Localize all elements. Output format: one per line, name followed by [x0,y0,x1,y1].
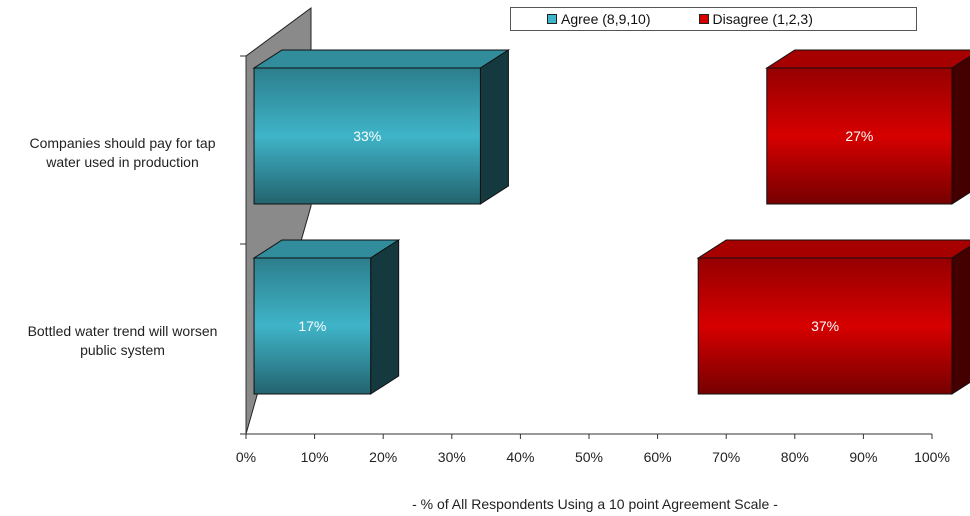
agree-bar-1 [253,67,481,205]
x-tick-label: 10% [301,449,329,465]
agree-bar-2-label: 17% [298,318,326,334]
x-tick-label: 50% [575,449,603,465]
category-label-2: Bottled water trend will worsen public s… [27,323,218,358]
agree-bar-2-side [370,239,400,395]
x-tick-label: 0% [236,449,256,465]
disagree-bar-1-label: 27% [845,128,873,144]
chart-legend: Agree (8,9,10) Disagree (1,2,3) [510,7,917,31]
x-tick-label: 80% [781,449,809,465]
disagree-bar-1-side [951,55,970,205]
legend-item-disagree: Disagree (1,2,3) [698,11,813,27]
agree-bar-1-side [479,49,509,205]
x-tick-label: 20% [369,449,397,465]
legend-swatch-agree [547,14,557,24]
x-tick-label: 30% [438,449,466,465]
disagree-bar-2-label: 37% [811,318,839,334]
agree-bar-2 [253,257,372,395]
x-tick-label: 90% [849,449,877,465]
disagree-bar-2-top [696,239,970,259]
legend-label-disagree: Disagree (1,2,3) [712,11,813,27]
legend-swatch-disagree [698,14,709,24]
disagree-bar-2-side [951,245,970,395]
legend-label-agree: Agree (8,9,10) [561,11,651,27]
agree-bar-1-top [252,49,511,69]
category-label-1: Companies should pay for tap water used … [29,135,216,170]
agree-bar-1-label: 33% [353,128,381,144]
x-tick-label: 60% [644,449,672,465]
x-tick-label: 70% [712,449,740,465]
disagree-bar-2 [697,257,953,395]
disagree-bar-1 [766,67,953,205]
x-tick-label: 40% [506,449,534,465]
x-axis-title: - % of All Respondents Using a 10 point … [412,496,778,512]
x-tick-label: 100% [914,449,950,465]
disagree-bar-1-top [765,49,970,69]
legend-item-agree: Agree (8,9,10) [547,11,651,27]
